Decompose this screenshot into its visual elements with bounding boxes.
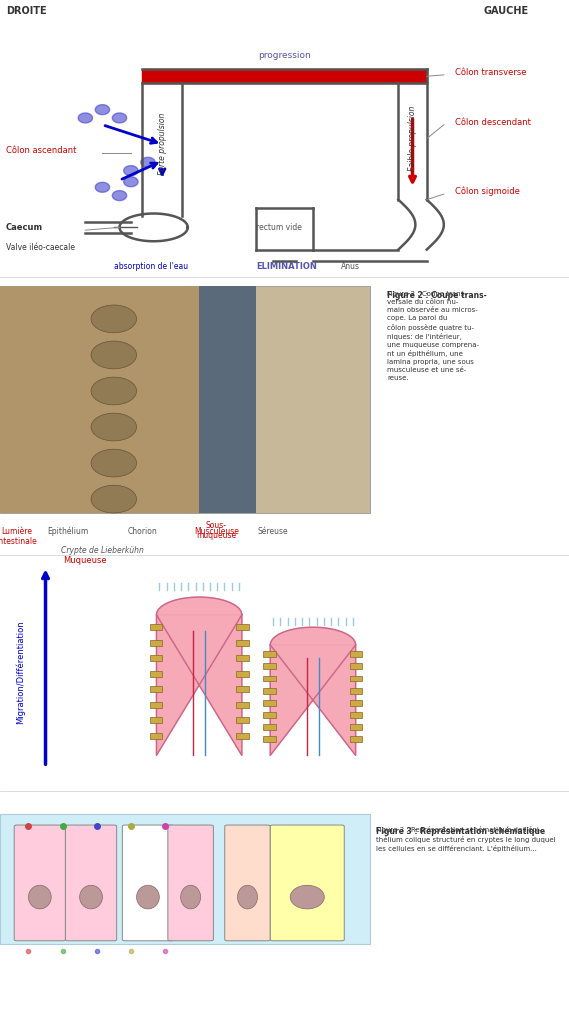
Polygon shape <box>95 182 110 192</box>
Ellipse shape <box>91 377 137 405</box>
Ellipse shape <box>91 413 137 441</box>
Bar <box>350 712 362 718</box>
Bar <box>236 671 249 677</box>
Text: absorption de l'eau: absorption de l'eau <box>114 262 188 271</box>
Text: Faible propulsion: Faible propulsion <box>408 106 417 172</box>
Bar <box>350 736 362 743</box>
Bar <box>150 701 162 708</box>
Bar <box>350 700 362 706</box>
Bar <box>236 733 249 738</box>
FancyBboxPatch shape <box>122 825 174 941</box>
FancyBboxPatch shape <box>0 286 199 512</box>
Polygon shape <box>112 113 127 123</box>
Bar <box>150 718 162 723</box>
Text: Caecum: Caecum <box>6 223 43 232</box>
Text: Sous-
muqueuse: Sous- muqueuse <box>196 521 236 540</box>
Bar <box>236 640 249 646</box>
Ellipse shape <box>181 885 201 909</box>
FancyBboxPatch shape <box>199 286 256 512</box>
FancyBboxPatch shape <box>0 814 370 945</box>
Ellipse shape <box>238 885 258 909</box>
Polygon shape <box>95 105 110 115</box>
Ellipse shape <box>290 885 324 909</box>
Bar <box>150 686 162 692</box>
Text: Côlon descendant: Côlon descendant <box>455 118 531 126</box>
Bar <box>263 712 276 718</box>
Polygon shape <box>112 191 127 200</box>
Bar <box>263 651 276 657</box>
Text: Musculeuse: Musculeuse <box>194 527 238 536</box>
Polygon shape <box>141 157 155 167</box>
Text: Valve iléo-caecale: Valve iléo-caecale <box>6 242 75 252</box>
Ellipse shape <box>91 341 137 369</box>
Ellipse shape <box>91 449 137 477</box>
FancyBboxPatch shape <box>0 286 370 512</box>
Text: Côlon sigmoide: Côlon sigmoide <box>455 187 520 196</box>
Polygon shape <box>270 627 356 756</box>
Bar <box>150 671 162 677</box>
Bar <box>263 736 276 743</box>
Bar <box>263 663 276 670</box>
Bar <box>263 700 276 706</box>
Ellipse shape <box>91 485 137 512</box>
Text: Epithélium: Epithélium <box>48 527 89 536</box>
Ellipse shape <box>28 885 51 909</box>
Polygon shape <box>78 113 93 123</box>
Bar <box>150 640 162 646</box>
Text: Migration/Différentiation: Migration/Différentiation <box>15 621 24 724</box>
FancyBboxPatch shape <box>65 825 117 941</box>
Text: DROITE: DROITE <box>6 6 46 15</box>
Text: Côlon transverse: Côlon transverse <box>455 68 527 77</box>
FancyBboxPatch shape <box>270 825 344 941</box>
Polygon shape <box>156 597 242 756</box>
Bar <box>150 624 162 631</box>
Text: Figure 2 : Coupe trans-: Figure 2 : Coupe trans- <box>387 292 486 300</box>
Text: Séreuse: Séreuse <box>258 527 288 536</box>
Bar <box>350 724 362 730</box>
Ellipse shape <box>137 885 159 909</box>
Text: Anus: Anus <box>341 262 360 271</box>
Text: Chorion: Chorion <box>127 527 157 536</box>
Text: rectum vide: rectum vide <box>256 223 302 232</box>
Text: Figure 3 : Représentation schématique: Figure 3 : Représentation schématique <box>376 826 545 836</box>
Bar <box>350 651 362 657</box>
Bar <box>150 655 162 661</box>
Text: Côlon ascendant: Côlon ascendant <box>6 146 76 154</box>
Bar <box>236 718 249 723</box>
Text: progression: progression <box>258 51 311 60</box>
Text: Figure 2 : Coupe trans-
versale du côlon hu-
main observée au micros-
cope. La p: Figure 2 : Coupe trans- versale du côlon… <box>387 292 479 381</box>
Bar <box>236 655 249 661</box>
Ellipse shape <box>80 885 102 909</box>
Text: Figure 3 : Représentation schématique de l'épi-
thélium colique structuré en cry: Figure 3 : Représentation schématique de… <box>376 826 555 852</box>
Text: Muqueuse: Muqueuse <box>64 556 107 565</box>
Bar <box>150 733 162 738</box>
Polygon shape <box>123 165 138 176</box>
Bar <box>236 701 249 708</box>
Polygon shape <box>123 177 138 187</box>
Bar <box>236 624 249 631</box>
Text: Lumière
intestinale: Lumière intestinale <box>0 527 38 546</box>
Text: Forte propulsion: Forte propulsion <box>158 113 167 176</box>
FancyBboxPatch shape <box>168 825 213 941</box>
Text: GAUCHE: GAUCHE <box>484 6 529 15</box>
Bar <box>350 676 362 682</box>
Bar <box>350 663 362 670</box>
Text: ELIMINATION: ELIMINATION <box>256 262 317 271</box>
Bar <box>263 688 276 693</box>
FancyBboxPatch shape <box>225 825 270 941</box>
FancyBboxPatch shape <box>14 825 65 941</box>
Bar <box>350 688 362 693</box>
Bar <box>263 724 276 730</box>
Bar <box>236 686 249 692</box>
Bar <box>263 676 276 682</box>
Text: Crypte de Lieberkühn: Crypte de Lieberkühn <box>61 546 144 556</box>
Ellipse shape <box>91 305 137 333</box>
